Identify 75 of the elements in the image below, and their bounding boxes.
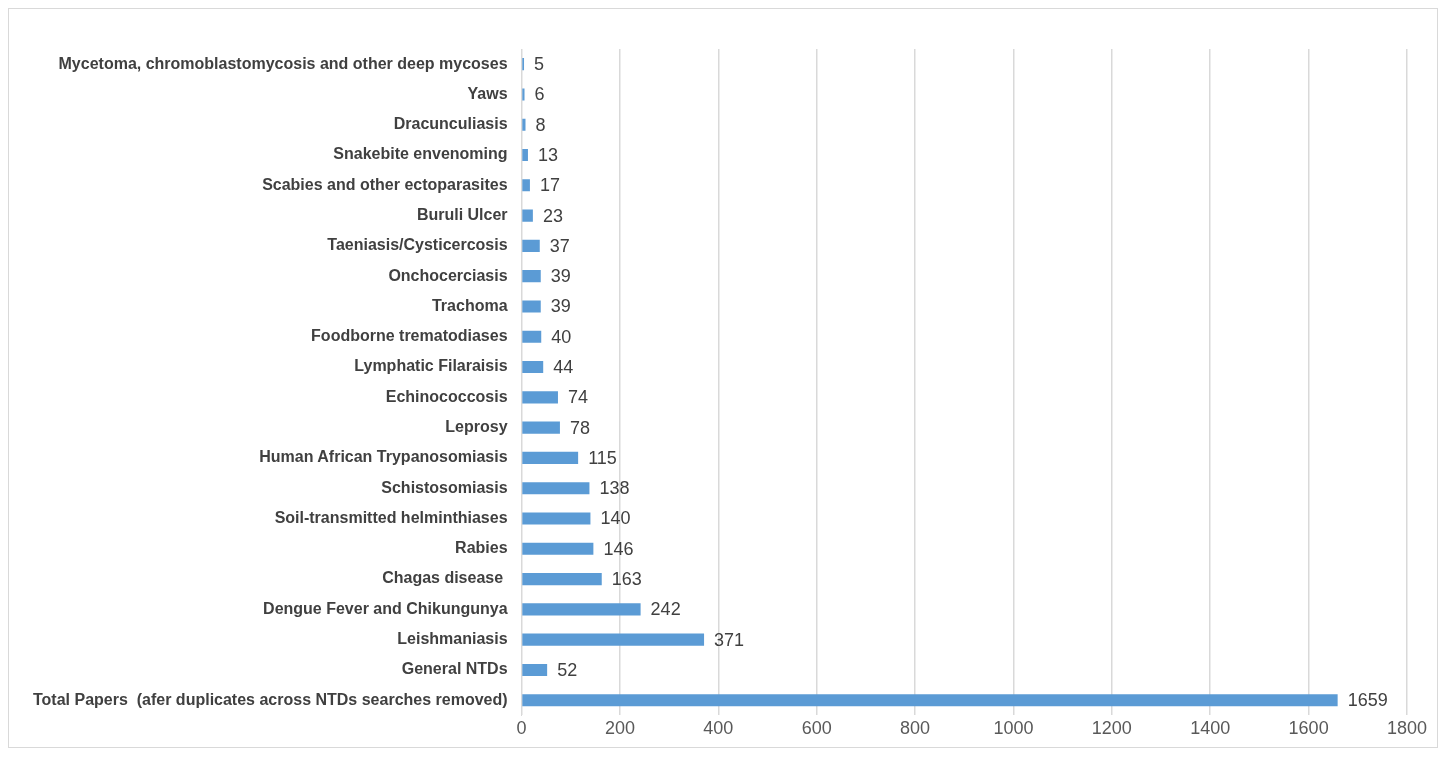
bar bbox=[522, 179, 530, 192]
bar bbox=[522, 239, 540, 252]
y-tick-label: Rabies bbox=[455, 539, 508, 557]
y-tick-label: Scabies and other ectoparasites bbox=[262, 175, 508, 193]
x-tick-label: 200 bbox=[604, 718, 635, 739]
y-tick-label: Soil-transmitted helminthiases bbox=[274, 508, 508, 526]
x-tick-label: 400 bbox=[703, 718, 734, 739]
bar bbox=[522, 512, 591, 525]
data-label: 13 bbox=[537, 144, 558, 165]
data-label: 146 bbox=[603, 538, 634, 559]
data-label: 8 bbox=[535, 114, 546, 135]
y-tick-label: General NTDs bbox=[401, 660, 508, 678]
bar bbox=[522, 421, 560, 434]
data-label: 115 bbox=[588, 447, 617, 468]
bar bbox=[522, 694, 1338, 707]
bar bbox=[522, 482, 590, 495]
y-tick-label: Leprosy bbox=[445, 418, 508, 436]
data-label: 44 bbox=[553, 357, 574, 378]
bar bbox=[522, 361, 544, 374]
y-tick-label: Snakebite envenoming bbox=[333, 145, 508, 163]
bar bbox=[522, 542, 594, 555]
data-label: 17 bbox=[539, 175, 560, 196]
y-tick-label: Dengue Fever and Chikungunya bbox=[263, 599, 508, 617]
y-tick-label: Chagas disease bbox=[382, 569, 508, 587]
x-tick-label: 0 bbox=[516, 718, 527, 739]
data-label: 371 bbox=[714, 629, 745, 650]
y-tick-label: Onchocerciasis bbox=[388, 266, 508, 284]
data-label: 37 bbox=[549, 235, 570, 256]
data-label: 1659 bbox=[1347, 690, 1388, 711]
bar bbox=[522, 148, 528, 162]
data-label: 52 bbox=[557, 659, 578, 680]
y-tick-label: Mycetoma, chromoblastomycosis and other deep mycoses bbox=[58, 54, 508, 72]
bar bbox=[522, 573, 602, 586]
bar bbox=[522, 391, 558, 404]
y-tick-label: Taeniasis/Cysticercosis bbox=[327, 236, 508, 254]
y-tick-label: Foodborne trematodiases bbox=[311, 327, 508, 345]
bar bbox=[522, 209, 533, 222]
y-tick-label: Yaws bbox=[467, 84, 508, 102]
data-label: 140 bbox=[600, 508, 631, 529]
bar bbox=[522, 663, 548, 677]
x-tick-label: 1000 bbox=[993, 718, 1034, 739]
y-tick-label: Echinococcosis bbox=[385, 387, 508, 405]
bar bbox=[522, 300, 541, 313]
bar bbox=[522, 633, 705, 646]
bar bbox=[522, 451, 579, 464]
y-tick-label: Lymphatic Filaraisis bbox=[354, 357, 508, 375]
y-tick-label: Leishmaniasis bbox=[397, 630, 508, 648]
x-tick-label: 800 bbox=[900, 718, 931, 739]
bar bbox=[522, 330, 542, 343]
bar bbox=[522, 118, 526, 131]
y-tick-label: Total Papers (afer duplicates across NTDs searches removed) bbox=[33, 690, 508, 708]
y-tick-label: Buruli Ulcer bbox=[416, 206, 508, 224]
data-label: 78 bbox=[569, 417, 590, 438]
x-tick-label: 1600 bbox=[1288, 718, 1329, 739]
data-label: 5 bbox=[534, 54, 545, 75]
x-tick-label: 1800 bbox=[1386, 718, 1428, 739]
data-label: 138 bbox=[599, 478, 630, 499]
y-tick-label: Trachoma bbox=[431, 296, 508, 314]
x-tick-label: 1400 bbox=[1190, 718, 1231, 739]
data-label: 74 bbox=[567, 387, 588, 408]
data-label: 23 bbox=[542, 205, 563, 226]
bar bbox=[522, 603, 641, 616]
data-label: 40 bbox=[551, 326, 572, 347]
y-tick-label: Schistosomiasis bbox=[381, 478, 508, 496]
data-label: 39 bbox=[550, 266, 571, 287]
y-tick-label: Human African Trypanosomiasis bbox=[259, 448, 508, 466]
data-label: 242 bbox=[650, 599, 681, 620]
x-tick-label: 1200 bbox=[1091, 718, 1132, 739]
data-label: 163 bbox=[611, 569, 642, 590]
x-tick-label: 600 bbox=[801, 718, 832, 739]
data-label: 39 bbox=[550, 296, 571, 317]
bar bbox=[522, 88, 525, 101]
y-tick-label: Dracunculiasis bbox=[393, 115, 508, 133]
data-label: 6 bbox=[534, 84, 545, 105]
bar bbox=[522, 270, 541, 283]
